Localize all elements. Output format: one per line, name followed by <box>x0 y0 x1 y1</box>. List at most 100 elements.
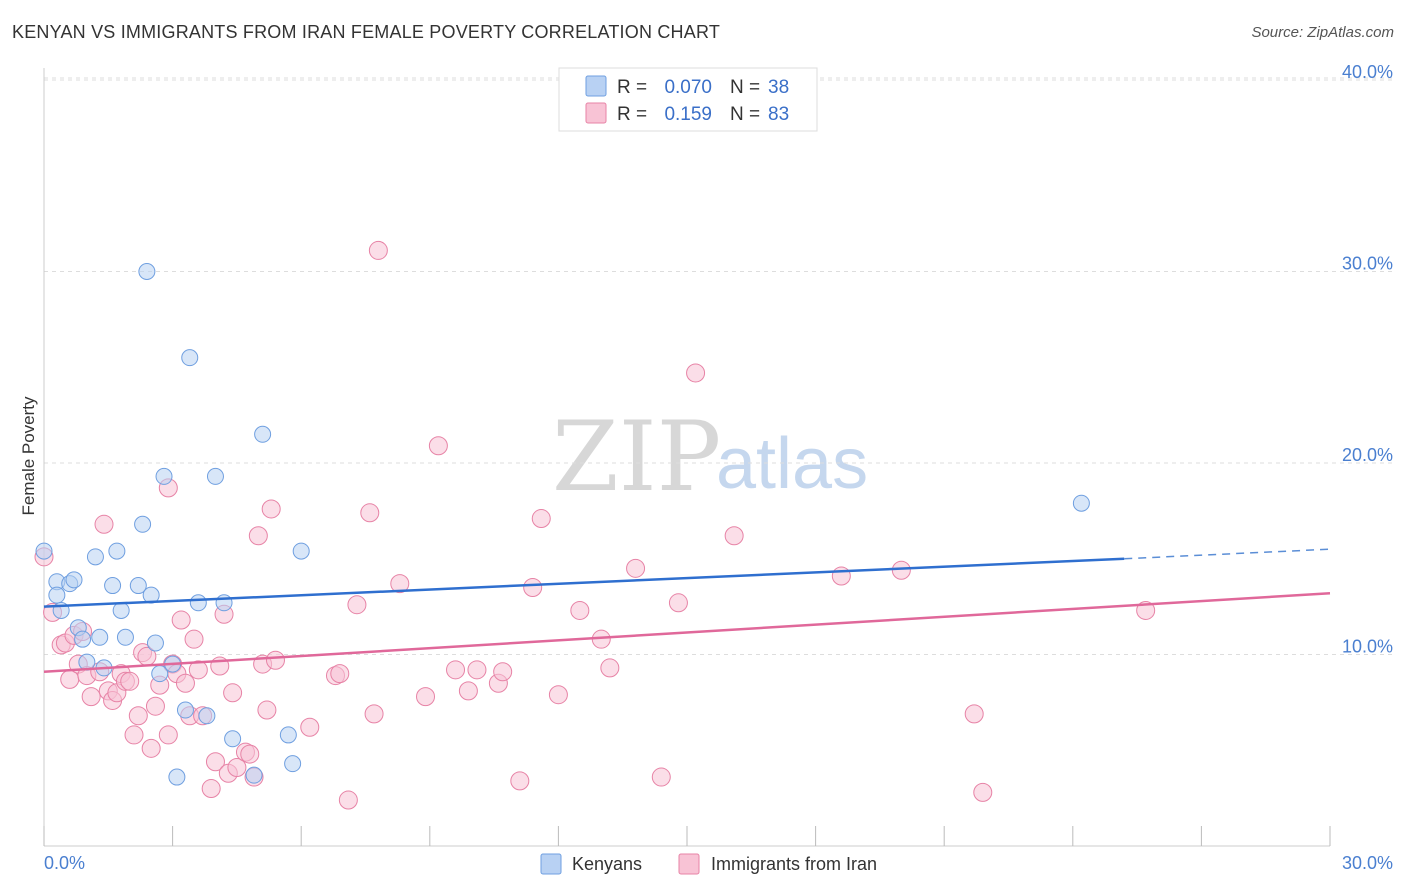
iran-point <box>158 725 178 745</box>
kenyans-trend-extension <box>1124 548 1331 560</box>
kenyan-point <box>116 628 134 646</box>
iran-point <box>626 558 646 578</box>
iran-point <box>338 790 358 810</box>
kenyan-point <box>146 634 164 652</box>
kenyan-point <box>104 577 122 595</box>
bottom-legend-label-iran: Immigrants from Iran <box>711 854 877 874</box>
iran-point <box>651 767 671 787</box>
iran-point <box>686 363 706 383</box>
y-axis-label: Female Poverty <box>19 396 38 516</box>
iran-point <box>360 503 380 523</box>
iran-point <box>523 577 543 597</box>
iran-point <box>300 717 320 737</box>
legend-swatch-iran <box>585 102 607 124</box>
kenyan-point <box>279 726 297 744</box>
iran-point <box>724 526 744 546</box>
y-axis-tick-labels: 10.0% 20.0% 30.0% 40.0% <box>1342 62 1393 657</box>
iran-point <box>347 595 367 615</box>
legend-n-label-iran: N = <box>730 104 760 125</box>
legend-r-value-kenyans: 0.070 <box>664 77 712 98</box>
iran-point <box>458 681 478 701</box>
legend-n-value-kenyans: 38 <box>768 77 789 98</box>
iran-point <box>964 704 984 724</box>
kenyan-point <box>206 467 224 485</box>
trend-lines <box>43 548 1331 673</box>
legend-r-value-iran: 0.159 <box>664 104 712 125</box>
iran-point <box>124 725 144 745</box>
iran-point <box>428 436 448 456</box>
kenyan-point <box>108 542 126 560</box>
kenyans-trend-line <box>43 557 1125 608</box>
iran-point <box>416 687 436 707</box>
watermark-atlas: atlas <box>716 424 868 504</box>
iran-point <box>141 738 161 758</box>
iran-point <box>510 771 530 791</box>
iran-point <box>831 566 851 586</box>
iran-point <box>257 700 277 720</box>
chart-title: KENYAN VS IMMIGRANTS FROM IRAN FEMALE PO… <box>12 22 721 42</box>
iran-point <box>973 782 993 802</box>
kenyan-point <box>91 628 109 646</box>
bottom-legend-swatch-iran <box>678 853 700 875</box>
iran-point <box>330 664 350 684</box>
bottom-legend-swatch-kenyans <box>540 853 562 875</box>
iran-point <box>248 526 268 546</box>
x-tick-label-min: 0.0% <box>44 853 85 873</box>
kenyan-point <box>198 707 216 725</box>
y-tick-label: 20.0% <box>1342 445 1393 465</box>
kenyan-point <box>48 586 66 604</box>
kenyan-point <box>224 730 242 748</box>
series-kenyans-points <box>35 263 1090 786</box>
kenyan-point <box>35 542 53 560</box>
iran-point <box>364 704 384 724</box>
iran-point <box>548 685 568 705</box>
kenyan-point <box>65 571 83 589</box>
watermark-zip: ZIP <box>552 401 721 513</box>
kenyan-point <box>181 349 199 367</box>
x-axis-ticks <box>43 826 1331 846</box>
iran-point <box>600 658 620 678</box>
legend-n-label-kenyans: N = <box>730 77 760 98</box>
kenyan-point <box>155 467 173 485</box>
source-credit: Source: ZipAtlas.com <box>1251 24 1394 41</box>
series-legend: Kenyans Immigrants from Iran <box>540 853 877 875</box>
iran-point <box>446 660 466 680</box>
iran-point <box>128 706 148 726</box>
iran-point <box>668 593 688 613</box>
iran-point <box>145 696 165 716</box>
kenyan-point <box>176 701 194 719</box>
kenyan-point <box>112 601 130 619</box>
iran-point <box>175 673 195 693</box>
iran-point <box>368 240 388 260</box>
kenyan-point <box>284 755 302 773</box>
y-tick-label: 40.0% <box>1342 62 1393 82</box>
kenyan-point <box>86 548 104 566</box>
kenyan-point <box>168 768 186 786</box>
iran-point <box>531 509 551 529</box>
iran-point <box>201 779 221 799</box>
iran-point <box>205 752 225 772</box>
iran-point <box>81 687 101 707</box>
kenyan-point <box>292 542 310 560</box>
kenyan-point <box>74 630 92 648</box>
iran-point <box>184 629 204 649</box>
legend-r-label-kenyans: R = <box>617 77 647 98</box>
correlation-legend: R = 0.070 N = 38 R = 0.159 N = 83 <box>558 67 818 132</box>
kenyan-point <box>245 766 263 784</box>
iran-point <box>261 499 281 519</box>
kenyan-point <box>142 586 160 604</box>
series-iran-points <box>34 240 1156 810</box>
iran-point <box>188 660 208 680</box>
iran-point <box>94 514 114 534</box>
iran-point <box>227 757 247 777</box>
gridlines <box>44 77 1393 655</box>
kenyan-point <box>129 577 147 595</box>
iran-point <box>120 671 140 691</box>
legend-r-label-iran: R = <box>617 104 647 125</box>
iran-point <box>891 560 911 580</box>
x-tick-label-max: 30.0% <box>1342 853 1393 873</box>
kenyan-point <box>134 515 152 533</box>
y-tick-label: 30.0% <box>1342 254 1393 274</box>
kenyan-point <box>189 594 207 612</box>
